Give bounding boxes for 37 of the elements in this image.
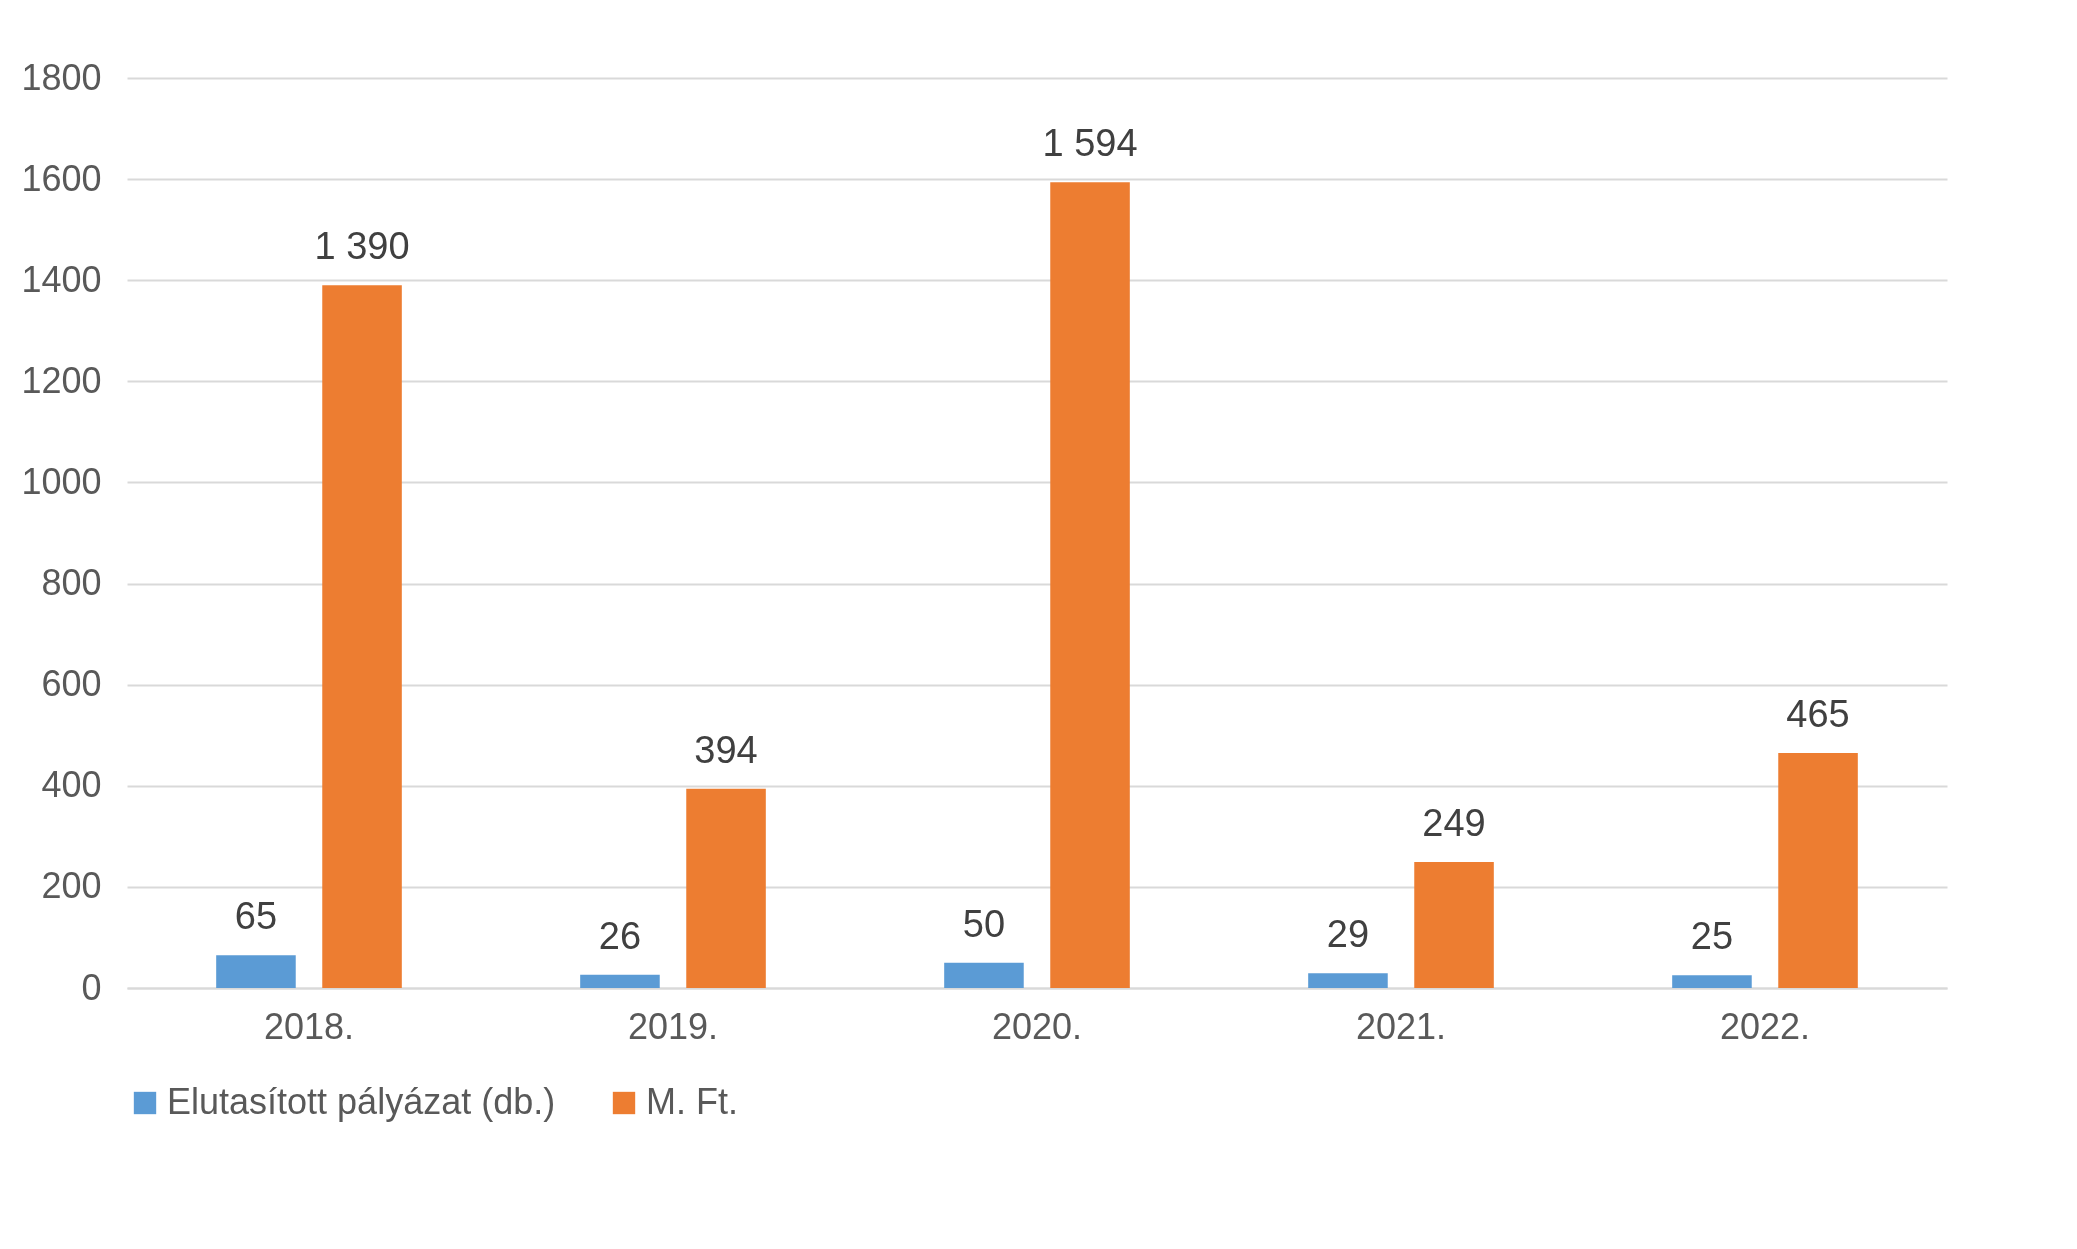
x-tick-label: 2019. [627,1005,719,1047]
data-label: 465 [1786,692,1850,735]
bar [1414,862,1494,988]
legend-label: Elutasított pályázat (db.) [167,1081,556,1122]
data-label: 65 [234,895,278,938]
y-tick-label: 1800 [21,56,102,98]
x-tick-label: 2021. [1355,1005,1447,1047]
data-label: 50 [962,902,1006,945]
bar [580,974,660,988]
y-tick-label: 0 [81,966,102,1008]
y-tick-label: 800 [41,562,102,604]
data-label: 249 [1422,802,1486,845]
bar [1050,182,1130,988]
bar [1308,973,1388,988]
y-tick-label: 1600 [21,157,102,199]
data-label: 26 [598,914,642,957]
data-label: 1 390 [314,225,410,268]
x-tick-label: 2022. [1719,1005,1811,1047]
y-tick-label: 1200 [21,359,102,401]
data-label: 29 [1326,913,1370,956]
y-tick-label: 400 [41,764,102,806]
bar [1778,752,1858,988]
legend-label: M. Ft. [646,1081,738,1122]
bar [1672,975,1752,988]
bar [322,285,402,988]
data-label: 1 594 [1042,122,1138,165]
bar [944,962,1024,988]
x-tick-label: 2018. [263,1005,355,1047]
data-label: 25 [1690,915,1734,958]
y-tick-label: 1400 [21,258,102,300]
y-tick-label: 200 [41,865,102,907]
bar [216,955,296,988]
data-label: 394 [694,728,758,771]
x-tick-label: 2020. [991,1005,1083,1047]
y-tick-label: 1000 [21,460,102,502]
y-tick-label: 600 [41,663,102,705]
bar [686,788,766,988]
